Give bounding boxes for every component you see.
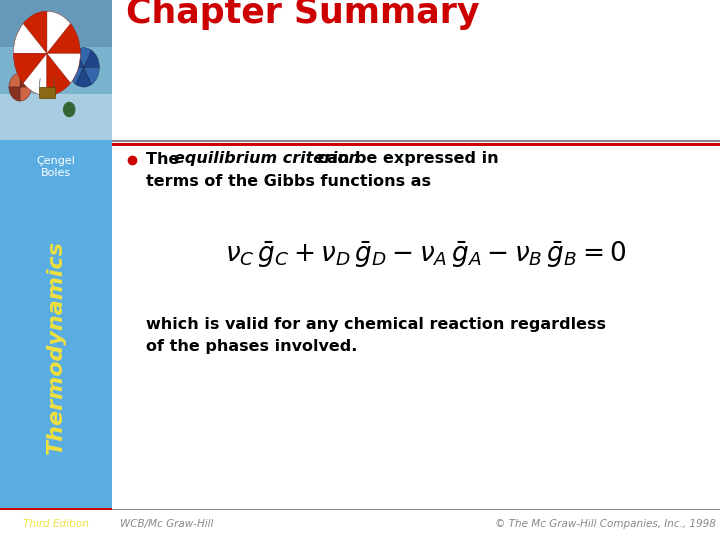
Bar bbox=[112, 140, 720, 143]
Bar bbox=[112, 144, 720, 146]
Bar bbox=[1, 1, 46, 16]
Bar bbox=[39, 87, 55, 98]
Text: WCB/Mc Graw-Hill: WCB/Mc Graw-Hill bbox=[120, 519, 213, 529]
Text: Boles: Boles bbox=[41, 168, 71, 178]
Wedge shape bbox=[47, 11, 71, 53]
Bar bbox=[0, 140, 112, 509]
Text: Third Edition: Third Edition bbox=[23, 519, 89, 529]
Bar bbox=[0, 0, 112, 47]
Wedge shape bbox=[47, 53, 81, 83]
Wedge shape bbox=[20, 73, 31, 87]
Text: of the phases involved.: of the phases involved. bbox=[145, 340, 357, 354]
Wedge shape bbox=[9, 73, 20, 87]
Text: Thermodynamics: Thermodynamics bbox=[46, 240, 66, 454]
Wedge shape bbox=[76, 68, 91, 87]
Wedge shape bbox=[68, 68, 84, 84]
Text: Çengel: Çengel bbox=[37, 157, 75, 166]
Text: Chapter Summary: Chapter Summary bbox=[125, 0, 479, 30]
Text: which is valid for any chemical reaction regardless: which is valid for any chemical reaction… bbox=[145, 318, 606, 333]
Wedge shape bbox=[76, 48, 91, 68]
Bar bbox=[0, 47, 112, 93]
Wedge shape bbox=[47, 24, 81, 53]
Bar bbox=[0, 508, 112, 510]
Text: © The Mc Graw-Hill Companies, Inc., 1998: © The Mc Graw-Hill Companies, Inc., 1998 bbox=[495, 519, 716, 529]
Wedge shape bbox=[47, 53, 71, 96]
Bar bbox=[0, 93, 112, 140]
Wedge shape bbox=[20, 87, 31, 101]
Wedge shape bbox=[9, 87, 20, 101]
Text: 15-11: 15-11 bbox=[3, 4, 36, 14]
Wedge shape bbox=[68, 50, 84, 68]
Bar bbox=[112, 509, 720, 510]
Wedge shape bbox=[23, 53, 47, 96]
Wedge shape bbox=[23, 11, 47, 53]
Wedge shape bbox=[84, 50, 99, 68]
Text: The: The bbox=[145, 152, 184, 166]
Wedge shape bbox=[14, 53, 47, 83]
Text: $\nu_C\,\bar{g}_C + \nu_D\,\bar{g}_D - \nu_A\,\bar{g}_A - \nu_B\,\bar{g}_B = 0$: $\nu_C\,\bar{g}_C + \nu_D\,\bar{g}_D - \… bbox=[225, 240, 626, 270]
Circle shape bbox=[63, 103, 75, 117]
Wedge shape bbox=[14, 24, 47, 53]
Text: terms of the Gibbs functions as: terms of the Gibbs functions as bbox=[145, 173, 431, 188]
Text: can be expressed in: can be expressed in bbox=[312, 152, 498, 166]
Text: The  equilibrium criterion  can be expressed in: The  equilibrium criterion  can be expre… bbox=[145, 152, 577, 166]
Wedge shape bbox=[84, 68, 99, 84]
Text: equilibrium criterion: equilibrium criterion bbox=[174, 152, 359, 166]
